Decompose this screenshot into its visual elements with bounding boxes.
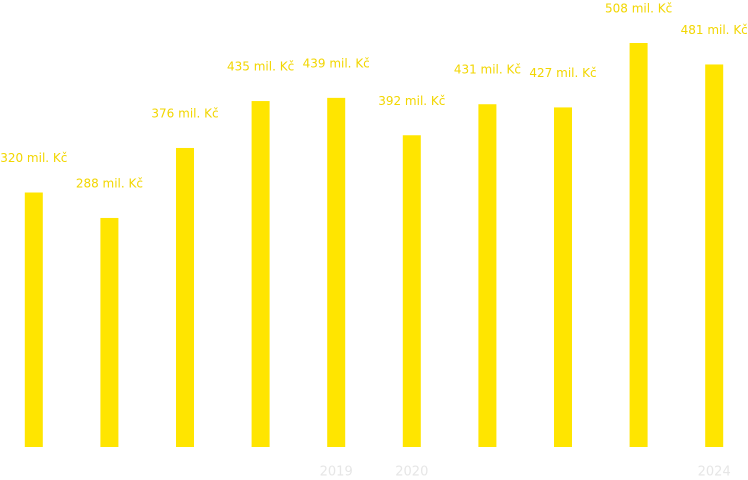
value-label: 288 mil. Kč: [76, 176, 143, 190]
value-label: 320 mil. Kč: [0, 151, 67, 165]
bar: [554, 107, 572, 447]
bar: [24, 192, 43, 447]
value-label: 427 mil. Kč: [529, 66, 596, 80]
bar: [478, 104, 497, 448]
value-label: 435 mil. Kč: [227, 60, 294, 74]
value-label: 431 mil. Kč: [454, 63, 521, 77]
x-tick-label: 2019: [320, 465, 353, 480]
value-label: 376 mil. Kč: [151, 106, 218, 120]
bar: [629, 43, 648, 447]
bar: [327, 97, 346, 447]
bar: [251, 101, 270, 447]
bar: [705, 64, 724, 447]
x-tick-label: 2024: [698, 465, 731, 480]
value-label: 481 mil. Kč: [681, 23, 748, 37]
value-label: 392 mil. Kč: [378, 94, 445, 108]
bar: [402, 135, 421, 448]
x-tick-label: 2020: [395, 465, 428, 480]
value-label: 508 mil. Kč: [605, 2, 672, 16]
value-label: 439 mil. Kč: [303, 56, 370, 70]
bar: [100, 217, 119, 447]
bar: [176, 147, 194, 447]
